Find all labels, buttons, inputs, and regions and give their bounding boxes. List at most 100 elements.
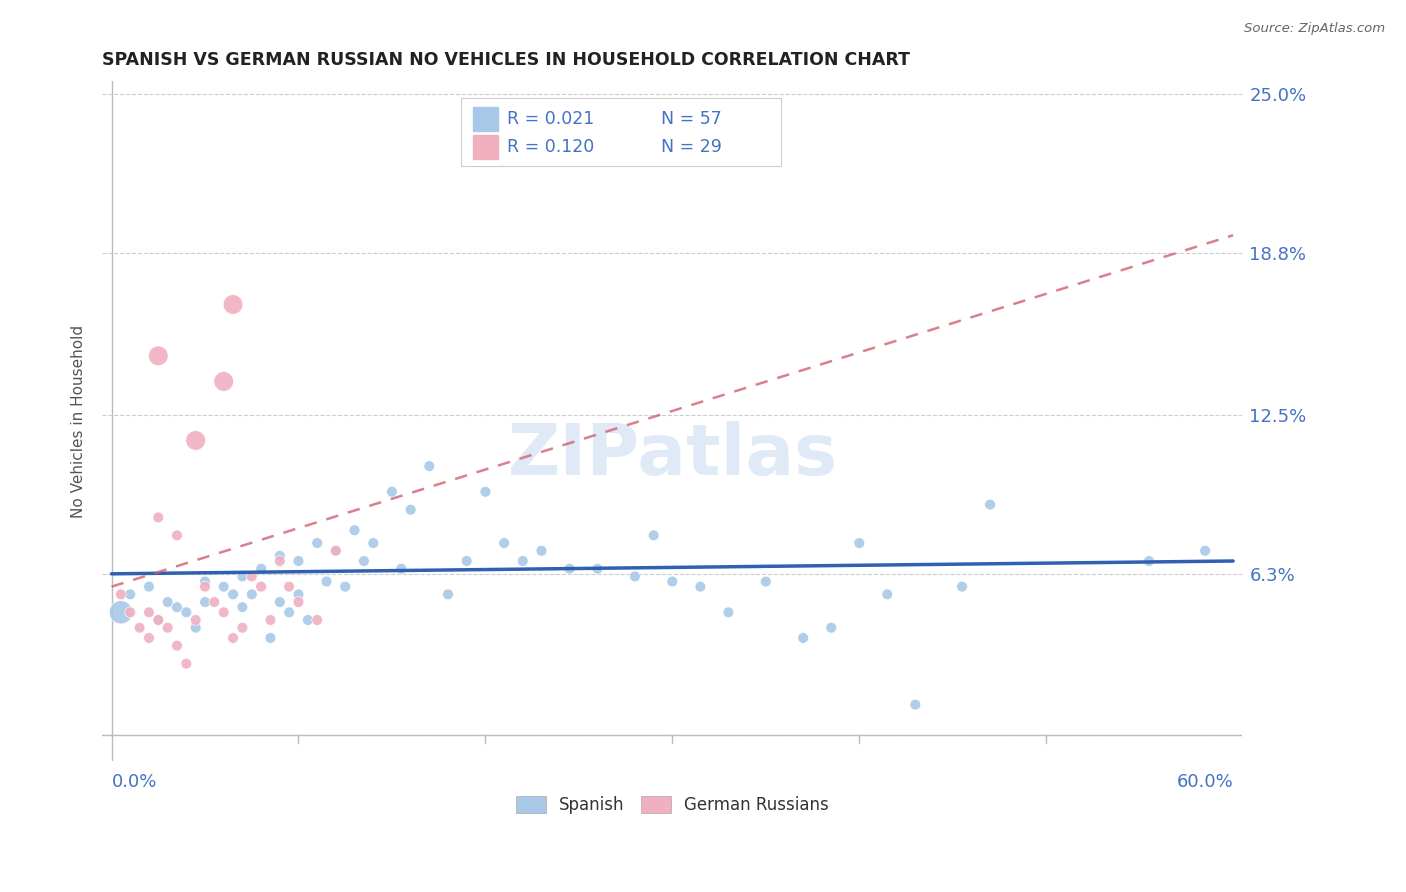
- Point: [240, 587, 263, 601]
- Point: [399, 502, 422, 516]
- Point: [269, 549, 291, 563]
- Point: [259, 631, 281, 645]
- Point: [624, 569, 647, 583]
- Point: [661, 574, 683, 589]
- Point: [979, 498, 1001, 512]
- Point: [250, 580, 273, 594]
- Text: 60.0%: 60.0%: [1177, 773, 1233, 791]
- Point: [325, 543, 347, 558]
- Point: [240, 569, 263, 583]
- Point: [212, 580, 235, 594]
- Point: [278, 605, 301, 619]
- Point: [269, 554, 291, 568]
- Point: [128, 621, 150, 635]
- Point: [904, 698, 927, 712]
- Point: [512, 554, 534, 568]
- Text: N = 57: N = 57: [661, 110, 721, 128]
- Point: [297, 613, 319, 627]
- Point: [184, 434, 207, 448]
- Point: [689, 580, 711, 594]
- Point: [343, 523, 366, 537]
- Point: [202, 595, 225, 609]
- Point: [848, 536, 870, 550]
- Point: [212, 375, 235, 389]
- Y-axis label: No Vehicles in Household: No Vehicles in Household: [72, 325, 86, 517]
- Point: [156, 621, 179, 635]
- Point: [231, 600, 253, 615]
- Point: [315, 574, 337, 589]
- Point: [643, 528, 665, 542]
- Point: [325, 543, 347, 558]
- Text: R = 0.120: R = 0.120: [508, 138, 595, 156]
- Point: [194, 595, 217, 609]
- Point: [231, 621, 253, 635]
- Point: [474, 484, 496, 499]
- Point: [166, 600, 188, 615]
- Legend: Spanish, German Russians: Spanish, German Russians: [516, 796, 830, 814]
- Point: [361, 536, 384, 550]
- Point: [820, 621, 842, 635]
- Point: [148, 349, 170, 363]
- Point: [148, 613, 170, 627]
- Point: [437, 587, 460, 601]
- Bar: [472, 136, 498, 159]
- Point: [194, 580, 217, 594]
- Point: [494, 536, 516, 550]
- Point: [156, 595, 179, 609]
- Point: [530, 543, 553, 558]
- Point: [176, 657, 198, 671]
- Text: N = 29: N = 29: [661, 138, 721, 156]
- Point: [278, 580, 301, 594]
- FancyBboxPatch shape: [461, 98, 780, 166]
- Text: R = 0.021: R = 0.021: [508, 110, 595, 128]
- Point: [148, 510, 170, 524]
- Point: [287, 587, 309, 601]
- Point: [148, 613, 170, 627]
- Point: [792, 631, 814, 645]
- Point: [176, 605, 198, 619]
- Point: [389, 562, 412, 576]
- Point: [456, 554, 478, 568]
- Point: [287, 595, 309, 609]
- Point: [120, 587, 142, 601]
- Text: SPANISH VS GERMAN RUSSIAN NO VEHICLES IN HOUSEHOLD CORRELATION CHART: SPANISH VS GERMAN RUSSIAN NO VEHICLES IN…: [103, 51, 910, 69]
- Point: [166, 528, 188, 542]
- Point: [335, 580, 357, 594]
- Text: Source: ZipAtlas.com: Source: ZipAtlas.com: [1244, 22, 1385, 36]
- Point: [110, 605, 132, 619]
- Point: [381, 484, 404, 499]
- Point: [353, 554, 375, 568]
- Text: 0.0%: 0.0%: [111, 773, 157, 791]
- Point: [259, 613, 281, 627]
- Point: [184, 621, 207, 635]
- Point: [138, 605, 160, 619]
- Point: [558, 562, 581, 576]
- Point: [287, 554, 309, 568]
- Point: [166, 639, 188, 653]
- Point: [138, 580, 160, 594]
- Bar: [472, 107, 498, 130]
- Point: [307, 613, 329, 627]
- Point: [138, 631, 160, 645]
- Point: [250, 562, 273, 576]
- Point: [950, 580, 973, 594]
- Point: [1194, 543, 1216, 558]
- Text: ZIPatlas: ZIPatlas: [508, 421, 838, 490]
- Point: [194, 574, 217, 589]
- Point: [269, 595, 291, 609]
- Point: [755, 574, 778, 589]
- Point: [222, 587, 245, 601]
- Point: [110, 587, 132, 601]
- Point: [307, 536, 329, 550]
- Point: [212, 605, 235, 619]
- Point: [222, 631, 245, 645]
- Point: [184, 613, 207, 627]
- Point: [418, 459, 440, 474]
- Point: [717, 605, 740, 619]
- Point: [586, 562, 609, 576]
- Point: [876, 587, 898, 601]
- Point: [1137, 554, 1160, 568]
- Point: [222, 297, 245, 311]
- Point: [231, 569, 253, 583]
- Point: [120, 605, 142, 619]
